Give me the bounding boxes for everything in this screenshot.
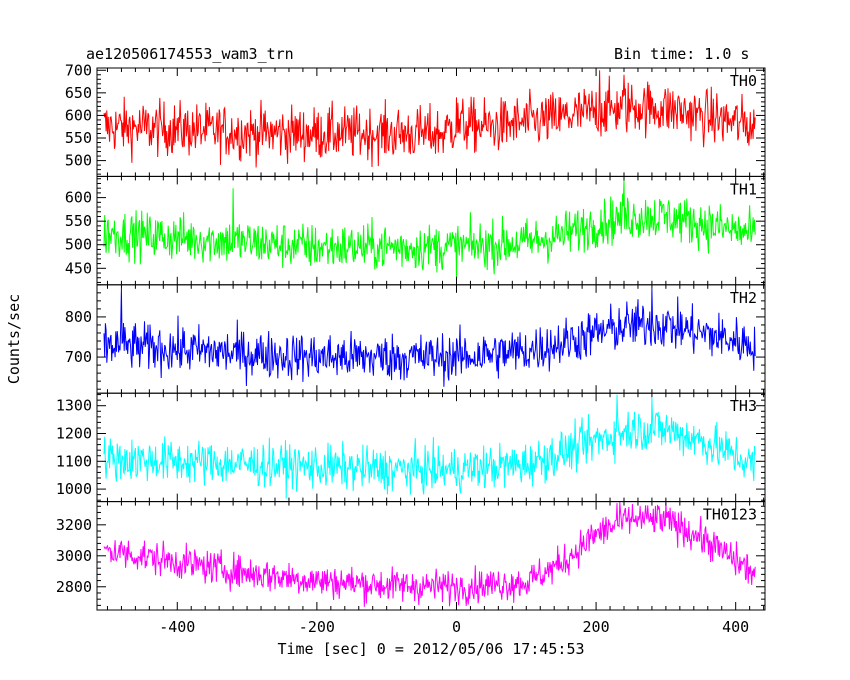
- y-tick-label: 1000: [56, 480, 92, 498]
- x-tick-label: -200: [299, 618, 335, 636]
- y-tick-label: 650: [65, 84, 92, 102]
- series-line-th2: [103, 288, 756, 387]
- series-line-th0: [103, 70, 756, 168]
- y-tick-label: 600: [65, 189, 92, 207]
- y-tick-label: 800: [65, 308, 92, 326]
- panel-label-th2: TH2: [730, 289, 757, 307]
- y-tick-label: 2800: [56, 578, 92, 596]
- panel-frame-th1: [96, 175, 766, 286]
- chart-title: ae120506174553_wam3_trn: [86, 45, 294, 63]
- panel-frame-th0123: [96, 501, 766, 611]
- series-line-th0123: [103, 501, 756, 607]
- y-tick-label: 550: [65, 212, 92, 230]
- y-tick-label: 1100: [56, 452, 92, 470]
- panel-label-th0: TH0: [730, 72, 757, 90]
- panel-label-th0123: TH0123: [703, 506, 757, 524]
- y-tick-label: 700: [65, 61, 92, 79]
- panel-label-th1: TH1: [730, 180, 757, 198]
- x-tick-label: 0: [452, 618, 461, 636]
- series-line-th1: [103, 178, 756, 278]
- y-tick-label: 1200: [56, 425, 92, 443]
- x-tick-label: 200: [583, 618, 610, 636]
- x-axis-title: Time [sec] 0 = 2012/05/06 17:45:53: [277, 640, 584, 658]
- x-tick-label: 400: [722, 618, 749, 636]
- y-axis-title: Counts/sec: [5, 294, 23, 384]
- bin-time-label: Bin time: 1.0 s: [614, 45, 750, 63]
- y-tick-label: 600: [65, 106, 92, 124]
- y-tick-label: 3200: [56, 516, 92, 534]
- y-tick-label: 700: [65, 348, 92, 366]
- y-tick-label: 3000: [56, 547, 92, 565]
- x-tick-label: -400: [159, 618, 195, 636]
- y-tick-label: 550: [65, 129, 92, 147]
- y-tick-label: 500: [65, 152, 92, 170]
- series-line-th3: [103, 394, 756, 499]
- y-tick-label: 1300: [56, 397, 92, 415]
- panel-frame-th3: [96, 392, 766, 503]
- y-tick-label: 500: [65, 236, 92, 254]
- y-tick-label: 450: [65, 259, 92, 277]
- panel-frame-th2: [96, 284, 766, 394]
- panel-label-th3: TH3: [730, 397, 757, 415]
